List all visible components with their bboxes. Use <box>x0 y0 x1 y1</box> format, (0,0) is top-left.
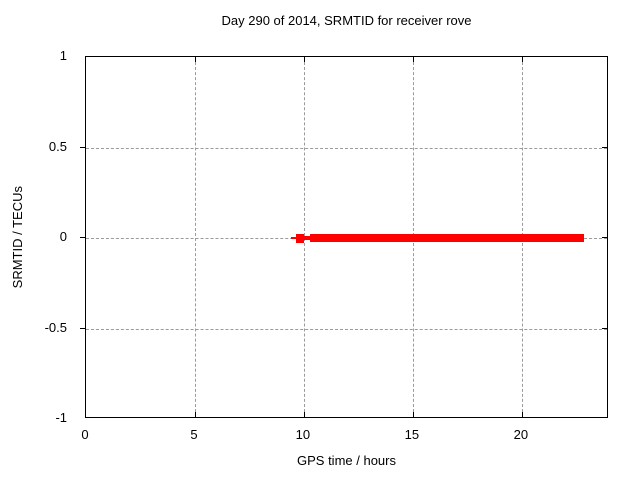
x-tick-top <box>412 57 414 62</box>
vertical-gridline <box>194 57 196 417</box>
y-tick-label: -0.5 <box>44 319 67 335</box>
data-segment-point <box>296 233 304 243</box>
x-tick-bottom <box>194 412 196 417</box>
x-tick-top <box>303 57 305 62</box>
plot-area <box>80 56 608 418</box>
x-tick-label: 0 <box>81 427 89 442</box>
data-segment-thick <box>310 234 584 242</box>
x-tick-label: 15 <box>404 427 420 442</box>
y-tick-left-outward <box>80 327 85 329</box>
data-segment-medium <box>303 236 311 240</box>
chart-title: Day 290 of 2014, SRMTID for receiver rov… <box>221 13 472 28</box>
x-tick-label: 5 <box>190 427 198 442</box>
x-axis-title: GPS time / hours <box>297 453 396 468</box>
horizontal-gridline <box>86 147 607 149</box>
y-tick-label: 1 <box>59 48 67 63</box>
y-tick-right <box>602 327 607 329</box>
data-segment-thin <box>291 237 297 239</box>
y-tick-label: -1 <box>55 410 67 425</box>
x-tick-top <box>521 57 523 62</box>
y-tick-left-outward <box>80 237 85 238</box>
y-tick-left-outward <box>80 146 85 148</box>
y-tick-right <box>602 237 607 238</box>
y-tick-label: 0 <box>59 229 67 244</box>
x-tick-bottom <box>303 412 305 417</box>
y-tick-right <box>602 146 607 148</box>
x-tick-bottom <box>521 412 523 417</box>
x-tick-label: 10 <box>295 427 311 442</box>
x-tick-label: 20 <box>513 427 529 442</box>
x-tick-bottom <box>412 412 414 417</box>
horizontal-gridline <box>86 328 607 330</box>
y-tick-label: 0.5 <box>48 138 67 154</box>
x-tick-top <box>194 57 196 62</box>
